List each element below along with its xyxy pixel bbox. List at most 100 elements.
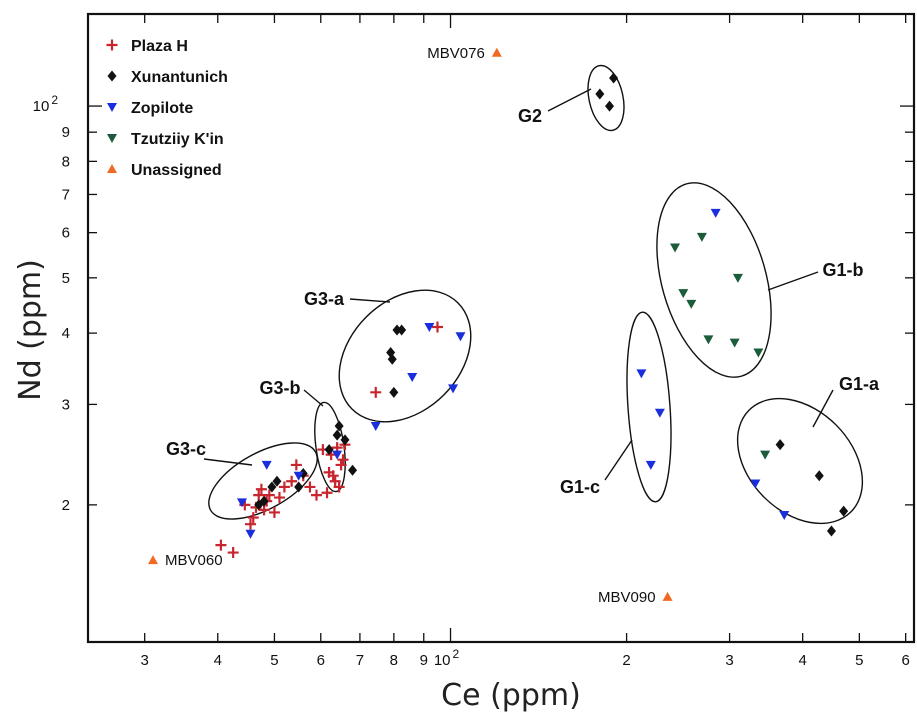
point-plaza-h [244,518,256,530]
point-zopilote [236,498,247,508]
legend: Plaza H Xunantunich Zopilote Tzutziiy K'in U… [106,38,228,179]
legend-marker-plaza-h [106,39,118,51]
point-plaza-h [253,489,265,501]
point-xunantunich [839,505,849,517]
point-plaza-h [329,475,341,487]
legend-label-zopilote: Zopilote [131,100,193,117]
point-xunantunich [348,464,358,476]
legend-label-tzutziiy-k-in: Tzutziiy K'in [131,131,224,148]
point-tzutziiy-k-in [670,243,681,253]
point-zopilote [407,373,418,383]
point-zopilote [261,460,272,470]
point-plaza-h [227,547,239,559]
group-ellipse-g3-c [208,442,318,520]
x-tick-label: 9 [420,652,428,669]
point-unassigned [148,555,159,565]
legend-marker-xunantunich [107,70,117,82]
point-xunantunich [397,324,407,336]
point-xunantunich [332,429,342,441]
y-tick-label: 9 [62,124,70,141]
point-zopilote [424,323,435,333]
point-tzutziiy-k-in [760,450,771,460]
point-zopilote [370,421,381,431]
point-tzutziiy-k-in [678,289,689,299]
point-zopilote [455,332,466,342]
point-xunantunich [272,475,282,487]
point-unassigned [491,47,502,57]
point-plaza-h [215,539,227,551]
x-tick-label: 6 [317,652,325,669]
point-plaza-h [286,475,298,487]
leader-g1-c [604,439,633,481]
group-ellipse-g1-b [656,182,772,378]
y-tick-label: 6 [62,225,70,242]
x-tick-label: 6 [901,652,909,669]
y-tick-label: 5 [62,270,70,287]
point-plaza-h [290,459,302,471]
leader-g1-b [767,271,819,291]
point-xunantunich [294,481,304,493]
leader-g3-a [349,298,391,303]
leader-g2 [547,88,592,112]
point-plaza-h [333,481,345,493]
point-xunantunich [334,420,344,432]
group-label-g1-b: G1-b [822,260,863,280]
point-plaza-h [268,506,280,518]
point-tzutziiy-k-in [703,335,714,345]
point-plaza-h [321,487,333,499]
point-plaza-h [278,481,290,493]
x-tick-label: 2 [622,652,630,669]
y-tick-label: 2 [62,497,70,514]
leader-g3-c [203,458,253,466]
group-label-g3-b: G3-b [259,378,300,398]
point-plaza-h [335,459,347,471]
legend-marker-zopilote [107,103,117,112]
point-tzutziiy-k-in [686,299,697,309]
point-xunantunich [826,525,836,537]
point-zopilote [245,529,256,539]
point-unassigned [662,591,673,601]
y-tick-label: 7 [62,186,70,203]
x-tick-label: 10 2 [434,647,460,669]
group-ellipse-g3-a [338,289,472,423]
x-tick-label: 5 [855,652,863,669]
point-tzutziiy-k-in [753,348,764,358]
sample-label-mbv076: MBV076 [427,45,485,62]
point-plaza-h [263,489,275,501]
point-xunantunich [259,495,269,507]
annotations: G2 G1-b G1-a G1-c G3-a G3-b G3-c MBV076 MBV060 MB… [165,45,880,606]
point-zopilote [293,471,304,481]
point-zopilote [332,450,343,460]
group-label-g1-a: G1-a [839,374,880,394]
group-label-g2: G2 [518,106,542,126]
sample-label-mbv060: MBV060 [165,552,223,569]
point-xunantunich [814,470,824,482]
point-plaza-h [247,512,259,524]
legend-label-unassigned: Unassigned [131,162,222,179]
legend-label-xunantunich: Xunantunich [131,69,228,86]
group-ellipse-g2 [587,64,625,132]
point-plaza-h [327,470,339,482]
group-label-g3-a: G3-a [304,289,345,309]
y-tick-label: 3 [62,396,70,413]
point-xunantunich [595,88,605,100]
point-tzutziiy-k-in [696,232,707,242]
y-tick-label: 4 [62,325,70,342]
legend-marker-tzutziiy-k-in [107,134,117,143]
point-zopilote [750,479,761,489]
point-plaza-h [370,386,382,398]
x-tick-label: 3 [141,652,149,669]
point-plaza-h [310,489,322,501]
group-label-g3-c: G3-c [166,439,206,459]
group-ellipses [208,64,864,525]
plot-frame [86,12,916,644]
point-xunantunich [609,72,619,84]
point-zopilote [710,208,721,218]
point-xunantunich [389,386,399,398]
point-xunantunich [605,100,615,112]
x-tick-label: 8 [390,652,398,669]
data-points [148,47,849,601]
leader-g3-b [303,389,324,407]
